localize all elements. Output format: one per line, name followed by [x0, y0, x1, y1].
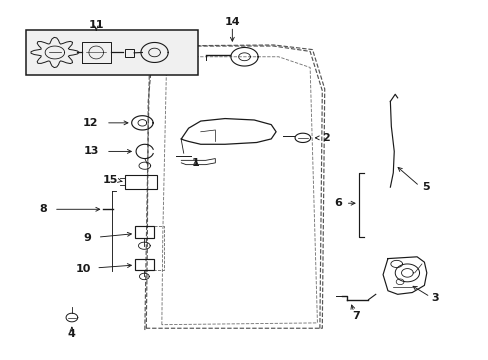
Text: 3: 3	[431, 293, 438, 303]
Text: 12: 12	[83, 118, 99, 128]
Text: 15: 15	[102, 175, 118, 185]
Text: 7: 7	[352, 311, 360, 321]
Bar	[135, 258, 153, 270]
Text: 13: 13	[83, 147, 99, 157]
Bar	[125, 49, 134, 57]
Text: 4: 4	[68, 329, 76, 339]
Bar	[125, 175, 157, 189]
Bar	[135, 226, 153, 238]
Text: 10: 10	[76, 264, 91, 274]
Text: 9: 9	[83, 233, 91, 243]
Text: 14: 14	[224, 17, 240, 27]
Text: 1: 1	[192, 158, 199, 168]
Text: 2: 2	[322, 133, 329, 143]
Text: 5: 5	[421, 182, 429, 192]
FancyBboxPatch shape	[26, 30, 198, 75]
Text: 6: 6	[333, 198, 341, 208]
Text: 8: 8	[40, 204, 47, 214]
Text: 11: 11	[88, 19, 104, 30]
